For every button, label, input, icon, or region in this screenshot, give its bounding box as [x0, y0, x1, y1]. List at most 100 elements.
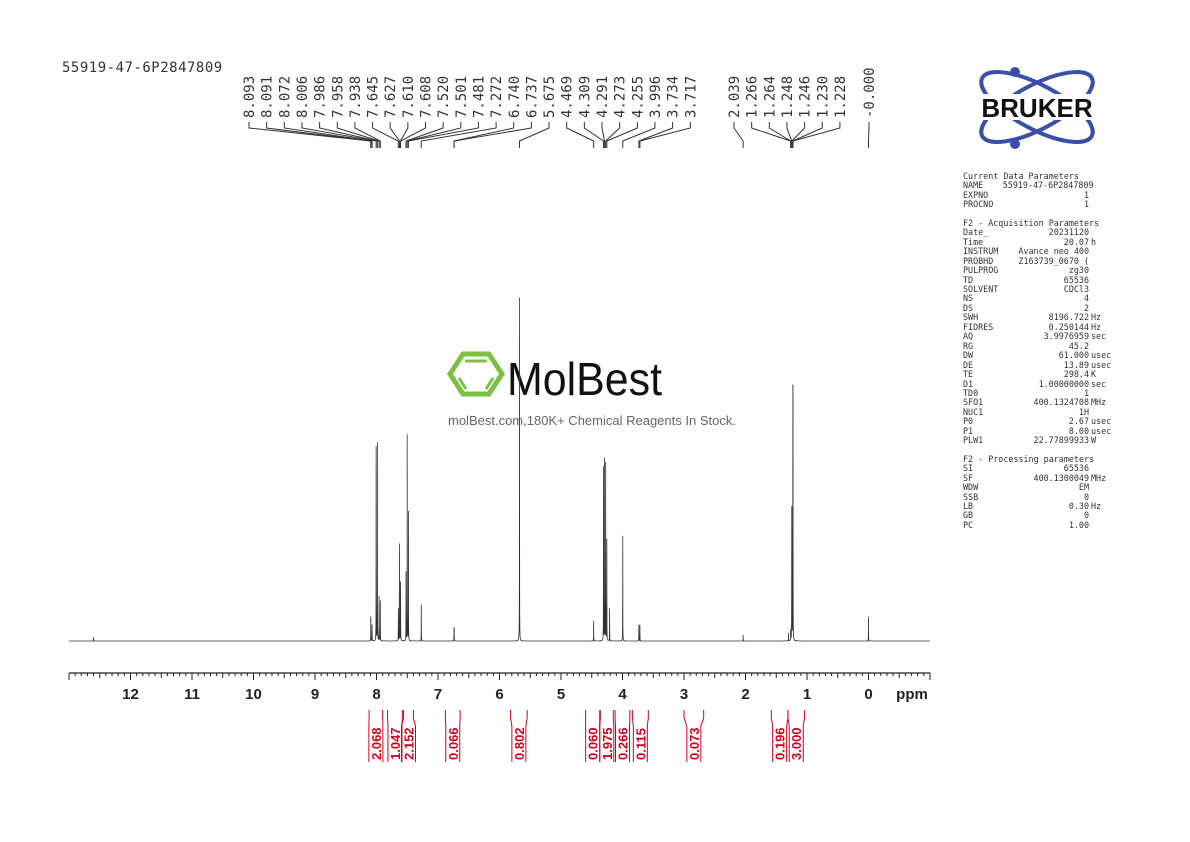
parameter-value: 8196.722 — [1048, 312, 1089, 323]
parameter-unit: usec — [1091, 425, 1112, 436]
peak-label: 7.645 — [366, 76, 382, 118]
peak-label: 8.091 — [260, 76, 276, 118]
parameter-key: NUC1 — [963, 406, 984, 417]
peak-label: 8.006 — [295, 76, 311, 118]
peak-label-connector — [389, 122, 400, 148]
peak-label-connector — [868, 122, 870, 148]
parameter-key: D1 — [963, 378, 974, 389]
parameter-row: TD0 1 — [963, 388, 1113, 398]
peak-label: 7.938 — [348, 76, 364, 118]
peak-label-connector — [407, 122, 479, 148]
parameter-row: WDW EM — [963, 482, 1113, 493]
integral-bracket — [599, 710, 615, 762]
parameter-row: DW 61.000 usec — [963, 350, 1113, 360]
peak-label: 6.737 — [524, 76, 540, 118]
spectrum-line — [69, 297, 930, 642]
parameter-key: SSB — [963, 491, 979, 502]
peak-label: 3.734 — [666, 76, 682, 118]
molbest-tagline: molBest.com,180K+ Chemical Reagents In S… — [448, 413, 736, 428]
parameter-unit: Hz — [1091, 312, 1102, 323]
parameter-unit: usec — [1091, 416, 1112, 427]
peak-label-connector — [566, 122, 595, 148]
molbest-logo-text: MolBest — [507, 353, 662, 405]
peak-label: 1.228 — [833, 76, 849, 118]
parameter-unit — [1091, 294, 1113, 303]
parameter-value: 1.00000000 — [1038, 378, 1089, 389]
parameter-value: 20.07 — [1063, 236, 1089, 247]
parameter-row: FIDRES 0.250144 Hz — [963, 321, 1113, 332]
parameter-unit — [1091, 285, 1113, 294]
integral-bracket — [614, 710, 631, 762]
peak-label-connector — [301, 122, 377, 148]
parameter-key: SWH — [963, 312, 979, 323]
parameter-row: RG 45.2 — [963, 340, 1113, 351]
peak-label-connector — [420, 122, 497, 148]
parameter-unit: usec — [1091, 359, 1112, 370]
parameter-row: NS 4 — [963, 293, 1113, 303]
peak-label-connector — [768, 122, 792, 148]
peak-label: 4.291 — [595, 76, 611, 118]
peak-label: 8.072 — [277, 76, 293, 118]
peak-label-connector — [453, 122, 532, 148]
peak-label-connector — [406, 122, 462, 148]
parameter-key: EXPNO — [963, 189, 989, 200]
parameter-value: 0 — [1083, 510, 1089, 521]
x-tick-label: 2 — [741, 686, 749, 703]
peak-label-connector — [622, 122, 656, 148]
integral-bracket — [631, 710, 649, 762]
parameter-row: AQ 3.9976959 sec — [963, 331, 1113, 342]
x-axis: 12 11 10 9 8 7 6 5 4 3 2 1 0 ppm — [68, 672, 931, 703]
peak-label: 4.273 — [613, 76, 629, 118]
parameter-value: 400.1300049 — [1033, 472, 1089, 483]
peak-label: 2.039 — [727, 76, 743, 118]
parameter-unit: sec — [1091, 331, 1107, 342]
parameter-key: AQ — [963, 331, 974, 342]
parameter-value: 65536 — [1063, 463, 1089, 474]
peak-label-connector — [405, 122, 444, 148]
parameter-value: 45.2 — [1068, 340, 1089, 351]
parameter-unit — [1091, 511, 1113, 520]
peak-label-connector — [400, 122, 426, 148]
parameter-key: TE — [963, 369, 974, 380]
parameter-row: D1 1.00000000 sec — [963, 378, 1113, 389]
parameter-key: P1 — [963, 425, 974, 436]
peak-label-connector — [605, 122, 621, 148]
peak-label: 7.520 — [436, 76, 452, 118]
peak-label: -0.000 — [862, 67, 878, 118]
integral-bracket — [787, 710, 806, 762]
parameter-value: 0.250144 — [1048, 321, 1089, 332]
parameter-key: Date_ — [963, 227, 989, 238]
parameter-row: P0 2.67 usec — [963, 416, 1113, 427]
x-axis-label: ppm — [896, 686, 928, 703]
parameter-key: PLW1 — [963, 435, 984, 446]
parameter-unit: Hz — [1091, 321, 1102, 332]
nmr-spectrum-chart: 8.093 8.091 8.072 8.006 7.986 7.958 7.938 7.645… — [68, 67, 931, 762]
peak-label: 3.996 — [648, 76, 664, 118]
integral-value: 0.266 — [616, 727, 631, 760]
parameter-row: PROBHD Z163739_0670 ( — [963, 256, 1113, 266]
parameter-key: PULPROG — [963, 265, 999, 276]
x-tick-label: 0 — [864, 686, 872, 703]
parameter-key: SF — [963, 472, 974, 483]
parameter-value: 2.67 — [1068, 416, 1089, 427]
integral-value: 1.975 — [600, 727, 615, 760]
peak-label: 3.717 — [683, 76, 699, 118]
peak-label-connector — [791, 122, 806, 148]
parameter-value: 298.4 — [1063, 369, 1089, 380]
x-tick-label: 4 — [618, 686, 627, 703]
parameter-value: Avance neo 400 — [1018, 246, 1089, 257]
parameter-unit — [1096, 181, 1113, 190]
integral-bracket — [444, 710, 461, 762]
parameter-value: 1 — [1083, 189, 1089, 200]
parameter-value: 65536 — [1063, 274, 1089, 285]
parameter-key: SFO1 — [963, 397, 984, 408]
peak-label-connector — [336, 122, 380, 148]
parameter-unit: W — [1091, 435, 1097, 446]
peak-label: 7.272 — [489, 76, 505, 118]
peak-label: 7.608 — [419, 76, 435, 118]
integral-bracket — [683, 710, 705, 762]
parameter-value: EM — [1078, 482, 1089, 493]
parameter-row: SWH 8196.722 Hz — [963, 312, 1113, 323]
parameter-row: Time 20.07 h — [963, 236, 1113, 247]
parameter-row: PC 1.00 — [963, 520, 1113, 530]
